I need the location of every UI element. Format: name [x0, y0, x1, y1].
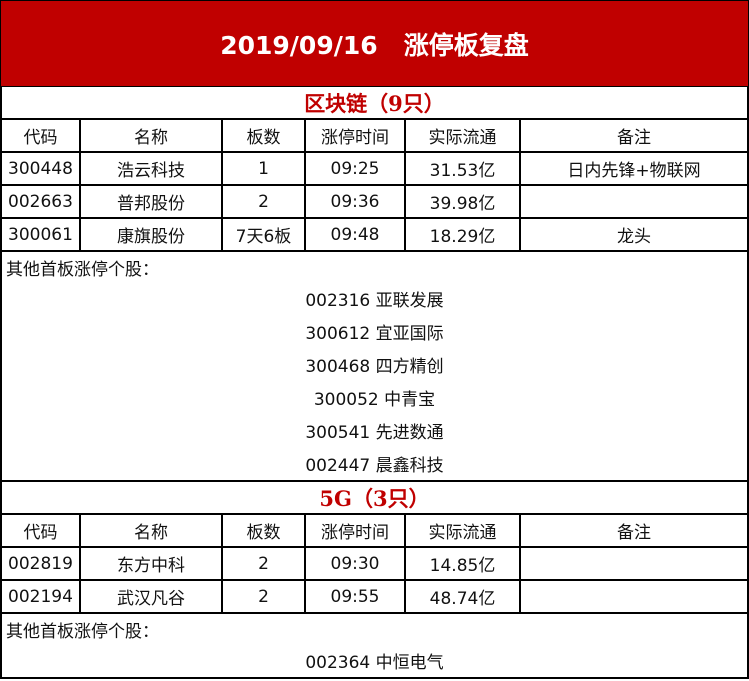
column-header: 备注: [617, 128, 651, 148]
other-stocks-label: 其他首板涨停个股：: [6, 621, 159, 642]
column-header: 涨停时间: [306, 515, 406, 546]
column-header: 代码: [2, 515, 81, 546]
table-cell: [521, 548, 747, 579]
column-header: 涨停时间: [306, 120, 406, 151]
table-cell: 300061: [2, 219, 81, 250]
table-header-row: 代码 名称 板数 涨停时间 实际流通 备注: [2, 515, 747, 548]
other-stock-item: 300541 先进数通: [305, 423, 444, 443]
other-stock-item: 002364 中恒电气: [305, 653, 444, 673]
section-heading: 5G（3只）: [2, 482, 747, 515]
table-cell: 31.53亿: [406, 153, 521, 184]
table-cell: 龙头: [617, 227, 651, 247]
section-1: 5G（3只） 代码 名称 板数 涨停时间 实际流通 备注 002819 东方中科 2 09:30 14…: [0, 482, 749, 679]
table-cell: 300448: [2, 153, 81, 184]
table-row: 002663 普邦股份 2 09:36 39.98亿: [2, 186, 747, 219]
table-row: 002819 东方中科 2 09:30 14.85亿: [2, 548, 747, 581]
column-header: 板数: [223, 120, 306, 151]
other-stock-item: 300052 中青宝: [313, 390, 436, 410]
table-cell: 48.74亿: [406, 581, 521, 612]
table-cell: 09:48: [306, 219, 406, 250]
table-cell: [521, 186, 747, 217]
column-header: 代码: [2, 120, 81, 151]
other-stocks-label: 其他首板涨停个股：: [6, 259, 159, 280]
section-heading: 区块链（9只）: [2, 87, 747, 120]
column-header: 名称: [81, 515, 223, 546]
column-header: 实际流通: [406, 120, 521, 151]
table-cell: 09:25: [306, 153, 406, 184]
table-cell: 18.29亿: [406, 219, 521, 250]
table-cell: 09:36: [306, 186, 406, 217]
table-cell: 09:30: [306, 548, 406, 579]
other-stock-item: 002447 晨鑫科技: [305, 456, 444, 476]
table-cell: [521, 581, 747, 612]
table-row: 300448 浩云科技 1 09:25 31.53亿 日内先锋+物联网: [2, 153, 747, 186]
table-cell: 7天6板: [223, 219, 306, 250]
other-stock-item: 002316 亚联发展: [305, 291, 444, 311]
table-cell: 2: [223, 548, 306, 579]
table-cell: 14.85亿: [406, 548, 521, 579]
table-cell: 日内先锋+物联网: [567, 161, 701, 181]
table-cell: 002819: [2, 548, 81, 579]
table-cell: 39.98亿: [406, 186, 521, 217]
table-cell: 1: [223, 153, 306, 184]
other-stock-item: 300612 宜亚国际: [305, 324, 444, 344]
column-header: 名称: [81, 120, 223, 151]
table-cell: 康旗股份: [81, 219, 223, 250]
section-0: 区块链（9只） 代码 名称 板数 涨停时间 实际流通 备注 300448 浩云科技 1 09:25 3…: [0, 87, 749, 482]
table-cell: 2: [223, 186, 306, 217]
column-header: 板数: [223, 515, 306, 546]
table-row: 300061 康旗股份 7天6板 09:48 18.29亿 龙头: [2, 219, 747, 252]
table-cell: 09:55: [306, 581, 406, 612]
other-stock-item: 300468 四方精创: [305, 357, 444, 377]
table-header-row: 代码 名称 板数 涨停时间 实际流通 备注: [2, 120, 747, 153]
table-row: 002194 武汉凡谷 2 09:55 48.74亿: [2, 581, 747, 614]
table-cell: 2: [223, 581, 306, 612]
table-cell: 武汉凡谷: [81, 581, 223, 612]
table-cell: 东方中科: [81, 548, 223, 579]
table-cell: 普邦股份: [81, 186, 223, 217]
column-header: 实际流通: [406, 515, 521, 546]
page-title: 2019/09/16 涨停板复盘: [0, 0, 749, 87]
table-cell: 浩云科技: [81, 153, 223, 184]
table-cell: 002663: [2, 186, 81, 217]
table-cell: 002194: [2, 581, 81, 612]
column-header: 备注: [617, 523, 651, 543]
